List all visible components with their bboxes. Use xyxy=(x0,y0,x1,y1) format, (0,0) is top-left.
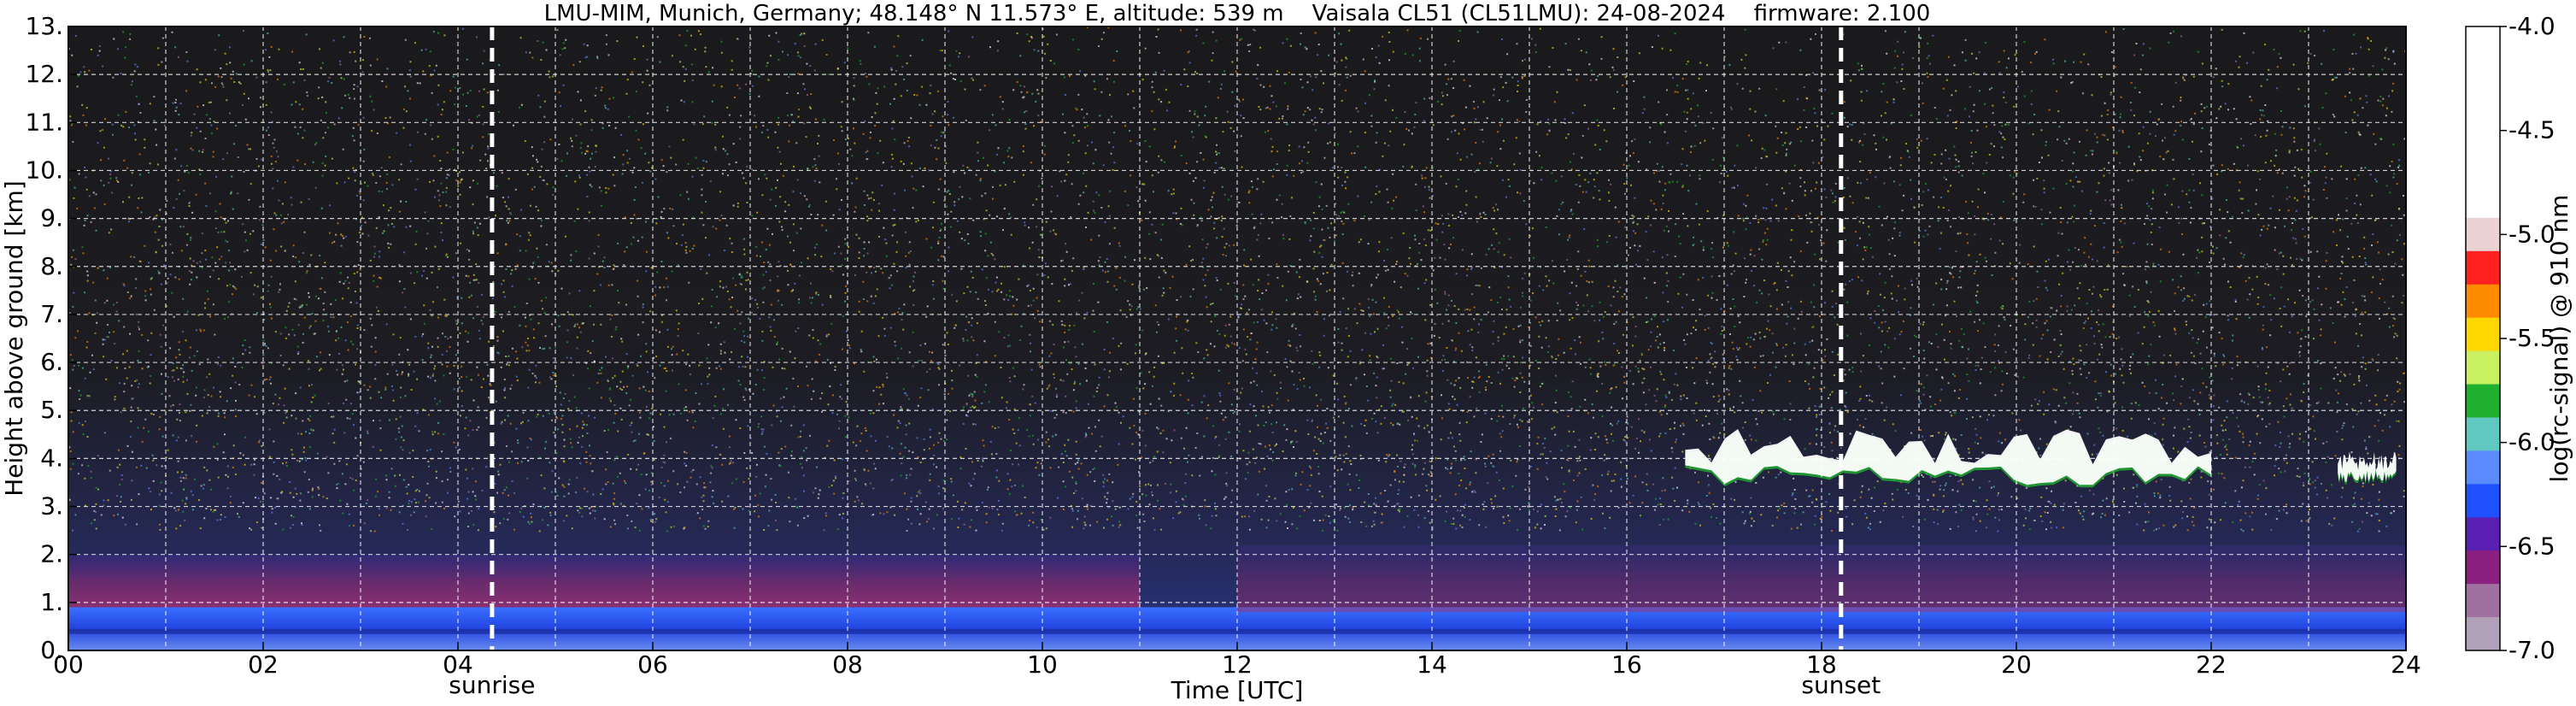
colorbar-swatch xyxy=(2466,450,2500,485)
chart-title: LMU-MIM, Munich, Germany; 48.148° N 11.5… xyxy=(544,1,1931,26)
y-tick-label: 0. xyxy=(40,636,63,664)
colorbar-tick-label: -7.0 xyxy=(2509,636,2555,664)
x-tick-label: 08 xyxy=(832,650,863,679)
y-tick-label: 3. xyxy=(40,492,63,521)
aerosol-layer xyxy=(1237,544,2406,613)
x-tick-label: 18 xyxy=(1806,650,1837,679)
x-tick-label: 12 xyxy=(1222,650,1253,679)
sun-markers: sunrise sunset xyxy=(449,26,1881,699)
colorbar-swatch xyxy=(2466,384,2500,418)
colorbar-swatch xyxy=(2466,26,2500,218)
marker-label-sunrise: sunrise xyxy=(449,671,535,699)
y-axis-label: Height above ground [km] xyxy=(0,180,28,497)
colorbar-tick-label: -4.5 xyxy=(2509,116,2555,144)
y-tick-label: 12. xyxy=(25,60,63,88)
x-tick-label: 06 xyxy=(637,650,668,679)
plot-area xyxy=(68,26,2406,650)
cloud-layer xyxy=(1685,429,2211,488)
surface-layer-streak xyxy=(68,628,2406,634)
x-axis-ticks: 00 02 04 06 08 10 12 14 16 18 20 22 24 xyxy=(53,642,2421,679)
y-tick-label: 7. xyxy=(40,300,63,328)
colorbar-swatch xyxy=(2466,217,2500,252)
colorbar-tick-label: -4.0 xyxy=(2509,12,2555,40)
colorbar-ticks: -4.0 -4.5 -5.0 -5.5 -6.0 -6.5 -7.0 xyxy=(2500,12,2555,664)
y-tick-label: 9. xyxy=(40,204,63,232)
colorbar: -4.0 -4.5 -5.0 -5.5 -6.0 -6.5 -7.0 log(rc-sign… xyxy=(2465,12,2573,664)
cloud-layer xyxy=(2338,451,2397,485)
colorbar-tick-label: -5.0 xyxy=(2509,220,2555,248)
colorbar-swatch xyxy=(2466,517,2500,551)
colorbar-swatch xyxy=(2466,350,2500,385)
y-axis-ticks: 0. 1. 2. 3. 4. 5. 6. 7. 8. 9. 10. 11. 12. 13. xyxy=(25,12,77,664)
colorbar-tick-label: -5.5 xyxy=(2509,324,2555,352)
colorbar-swatch xyxy=(2466,417,2500,451)
y-tick-label: 8. xyxy=(40,252,63,280)
y-tick-label: 4. xyxy=(40,444,63,472)
colorbar-swatch xyxy=(2466,284,2500,319)
colorbar-swatch xyxy=(2466,250,2500,285)
x-tick-label: 02 xyxy=(248,650,279,679)
aerosol-layer xyxy=(68,554,1140,608)
colorbar-swatch xyxy=(2466,317,2500,352)
y-tick-label: 6. xyxy=(40,348,63,376)
cloud-core xyxy=(2338,451,2397,482)
y-tick-label: 11. xyxy=(25,108,63,136)
noise-speckles xyxy=(68,26,2406,532)
y-tick-label: 1. xyxy=(40,588,63,616)
y-tick-label: 5. xyxy=(40,396,63,424)
colorbar-swatches xyxy=(2466,26,2500,651)
colorbar-swatch xyxy=(2466,550,2500,585)
noise-field xyxy=(68,26,2406,532)
x-tick-label: 16 xyxy=(1611,650,1642,679)
grid xyxy=(68,26,2406,650)
y-tick-label: 10. xyxy=(25,156,63,184)
colorbar-label: log(rc-signal) @ 910 nm xyxy=(2545,195,2573,483)
cloud-core xyxy=(1685,429,2211,485)
y-tick-label: 13. xyxy=(25,12,63,40)
colorbar-swatch xyxy=(2466,484,2500,518)
x-tick-label: 10 xyxy=(1027,650,1058,679)
colorbar-swatch xyxy=(2466,617,2500,651)
x-tick-label: 22 xyxy=(2196,650,2227,679)
x-tick-label: 20 xyxy=(2001,650,2032,679)
x-tick-label: 14 xyxy=(1417,650,1447,679)
marker-label-sunset: sunset xyxy=(1801,671,1881,699)
x-tick-label: 24 xyxy=(2391,650,2421,679)
colorbar-swatch xyxy=(2466,584,2500,618)
colorbar-tick-label: -6.5 xyxy=(2509,532,2555,560)
x-tick-label: 04 xyxy=(443,650,473,679)
x-tick-label: 00 xyxy=(53,650,84,679)
colorbar-tick-label: -6.0 xyxy=(2509,428,2555,456)
y-tick-label: 2. xyxy=(40,540,63,568)
x-axis-label: Time [UTC] xyxy=(1171,676,1304,704)
